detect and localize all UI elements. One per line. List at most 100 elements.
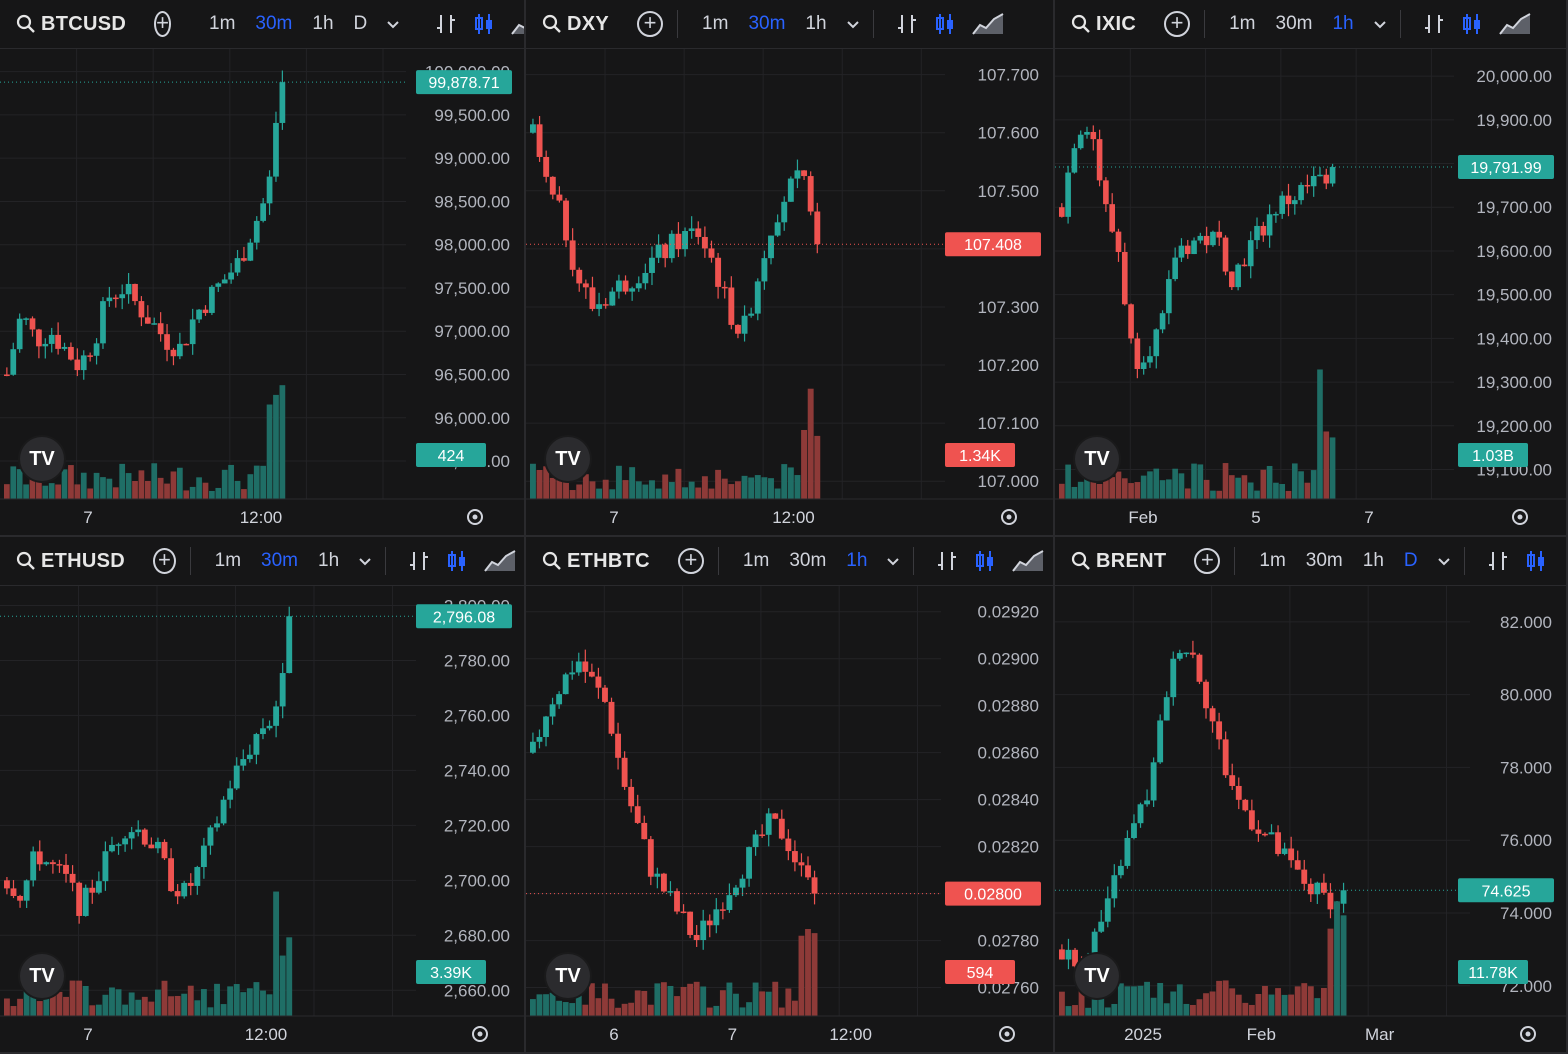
volume-bar xyxy=(1163,1003,1170,1016)
timeframe-1h[interactable]: 1h xyxy=(1362,550,1384,571)
compare-add-button[interactable]: + xyxy=(153,548,176,574)
price-chart[interactable]: 0.02920 0.02900 0.02880 0.02860 0.02840 0.028… xyxy=(526,586,1053,1052)
area-icon[interactable] xyxy=(1012,550,1044,572)
chart-panel-ethusd[interactable]: ETHUSD +1m 30m 1h 2,800.002,780.002,760.002,… xyxy=(0,537,526,1054)
tradingview-logo[interactable]: TV xyxy=(20,954,64,998)
volume-bar xyxy=(89,1005,96,1016)
price-tick-label: 0.02840 xyxy=(978,791,1039,810)
settings-gear-icon[interactable] xyxy=(1519,1025,1537,1043)
toolbar-divider xyxy=(913,547,915,575)
price-chart[interactable]: 82.00080.00078.00076.00074.00072.00074.6… xyxy=(1055,586,1566,1052)
candles-icon[interactable] xyxy=(1525,549,1547,573)
compare-add-button[interactable]: + xyxy=(677,548,704,574)
chart-area[interactable]: 100,000.0099,500.0099,000.0098,500.0098,… xyxy=(0,49,524,535)
chart-area[interactable]: 0.02920 0.02900 0.02880 0.02860 0.02840 0.028… xyxy=(526,586,1053,1052)
candle-body xyxy=(622,280,629,292)
area-icon[interactable] xyxy=(1498,13,1531,35)
candles-icon[interactable] xyxy=(934,12,956,36)
bars-icon[interactable] xyxy=(936,549,958,573)
chart-panel-ixic[interactable]: IXIC +1m 30m 1h 20,000.0019,900.0019,800.001… xyxy=(1055,0,1568,537)
symbol-search[interactable]: BRENT xyxy=(1071,550,1166,573)
symbol-search[interactable]: DXY xyxy=(542,13,609,36)
candle-body xyxy=(164,334,170,350)
area-icon[interactable] xyxy=(511,13,524,35)
bars-icon[interactable] xyxy=(896,12,918,36)
chevron-down-icon[interactable] xyxy=(1437,553,1450,569)
chart-panel-brent[interactable]: BRENT +1m 30m 1h D 82.000 80.000 78.000 76.000 74… xyxy=(1055,537,1568,1054)
bars-icon[interactable] xyxy=(408,549,430,573)
candle-body xyxy=(221,279,228,284)
timeframe-1m[interactable]: 1m xyxy=(1259,550,1286,571)
settings-gear-icon[interactable] xyxy=(1511,508,1529,526)
volume-bar xyxy=(811,933,818,1016)
timeframe-1h[interactable]: 1h xyxy=(312,13,334,34)
price-chart[interactable]: 20,000.0019,900.0019,800.0019,700.0019,6… xyxy=(1055,49,1566,535)
symbol-search[interactable]: ETHUSD xyxy=(16,550,125,573)
timeframe-D[interactable]: D xyxy=(1403,550,1418,571)
timeframe-30m[interactable]: 30m xyxy=(1275,13,1313,34)
timeframe-D[interactable]: D xyxy=(353,13,368,34)
tradingview-logo[interactable]: TV xyxy=(20,437,64,481)
compare-add-button[interactable]: + xyxy=(1164,11,1191,37)
compare-add-button[interactable]: + xyxy=(154,11,171,37)
candles-icon[interactable] xyxy=(1461,12,1483,36)
candle-body xyxy=(1222,739,1229,776)
compare-add-button[interactable]: + xyxy=(1194,548,1221,574)
candle-body xyxy=(253,220,260,243)
chevron-down-icon[interactable] xyxy=(846,16,859,32)
symbol-search[interactable]: BTCUSD xyxy=(16,13,126,36)
chart-panel-dxy[interactable]: DXY +1m 30m 1h 107.700107.600107.500107.4001… xyxy=(526,0,1055,537)
symbol-search[interactable]: ETHBTC xyxy=(542,550,650,573)
chevron-down-icon[interactable] xyxy=(887,553,900,569)
settings-gear-icon[interactable] xyxy=(471,1025,489,1043)
timeframe-1m[interactable]: 1m xyxy=(742,550,770,571)
price-chart[interactable]: 107.700107.600107.500107.400107.300107.2… xyxy=(526,49,1053,535)
timeframe-30m[interactable]: 30m xyxy=(1305,550,1343,571)
timeframe-1h[interactable]: 1h xyxy=(318,550,340,571)
timeframe-30m[interactable]: 30m xyxy=(255,13,293,34)
timeframe-1m[interactable]: 1m xyxy=(214,550,242,571)
timeframe-30m[interactable]: 30m xyxy=(748,13,786,34)
timeframe-1h[interactable]: 1h xyxy=(1332,13,1354,34)
candles-icon[interactable] xyxy=(974,549,996,573)
area-icon[interactable] xyxy=(971,13,1004,35)
volume-value: 424 xyxy=(438,448,465,465)
settings-gear-icon[interactable] xyxy=(1000,508,1018,526)
chevron-down-icon[interactable] xyxy=(1373,16,1386,32)
timeframe-1m[interactable]: 1m xyxy=(702,13,729,34)
bars-icon[interactable] xyxy=(1423,12,1445,36)
timeframe-1m[interactable]: 1m xyxy=(1229,13,1256,34)
bars-icon[interactable] xyxy=(435,12,457,36)
compare-add-button[interactable]: + xyxy=(637,11,664,37)
candles-icon[interactable] xyxy=(473,12,495,36)
tradingview-logo[interactable]: TV xyxy=(546,954,590,998)
bars-icon[interactable] xyxy=(1487,549,1509,573)
timeframe-1h[interactable]: 1h xyxy=(805,13,827,34)
settings-gear-icon[interactable] xyxy=(998,1025,1016,1043)
timeframe-30m[interactable]: 30m xyxy=(261,550,299,571)
chart-area[interactable]: 107.700107.600107.500107.400107.300107.2… xyxy=(526,49,1053,535)
chevron-down-icon[interactable] xyxy=(387,16,399,32)
settings-gear-icon[interactable] xyxy=(466,508,484,526)
chart-panel-ethbtc[interactable]: ETHBTC +1m 30m 1h 0.02920 0.02900 0.02880 0.028… xyxy=(526,537,1055,1054)
tradingview-logo[interactable]: TV xyxy=(1075,954,1119,998)
tradingview-logo[interactable]: TV xyxy=(546,437,590,481)
chart-area[interactable]: 2,800.002,780.002,760.002,740.002,720.00… xyxy=(0,586,524,1052)
tradingview-logo[interactable]: TV xyxy=(1075,437,1119,481)
candle-body xyxy=(1281,848,1288,854)
area-icon[interactable] xyxy=(484,550,516,572)
timeframe-1m[interactable]: 1m xyxy=(209,13,236,34)
chart-area[interactable]: 82.000 80.000 78.000 76.000 74.000 72.000 74.6… xyxy=(1055,586,1566,1052)
chart-area[interactable]: 20,000.0019,900.0019,800.0019,700.0019,6… xyxy=(1055,49,1566,535)
chart-panel-btcusd[interactable]: BTCUSD +1m 30m 1h D 100,000.0099,500.0099,000… xyxy=(0,0,526,537)
price-chart[interactable]: 100,000.0099,500.0099,000.0098,500.0098,… xyxy=(0,49,524,535)
candles-icon[interactable] xyxy=(446,549,468,573)
timeframe-1h[interactable]: 1h xyxy=(846,550,868,571)
price-chart[interactable]: 2,800.002,780.002,760.002,740.002,720.00… xyxy=(0,586,524,1052)
symbol-search[interactable]: IXIC xyxy=(1071,13,1136,36)
chevron-down-icon[interactable] xyxy=(359,553,371,569)
candle-body xyxy=(260,203,267,221)
timeframe-30m[interactable]: 30m xyxy=(789,550,827,571)
candle-body xyxy=(1144,800,1150,805)
candle-body xyxy=(562,674,569,695)
